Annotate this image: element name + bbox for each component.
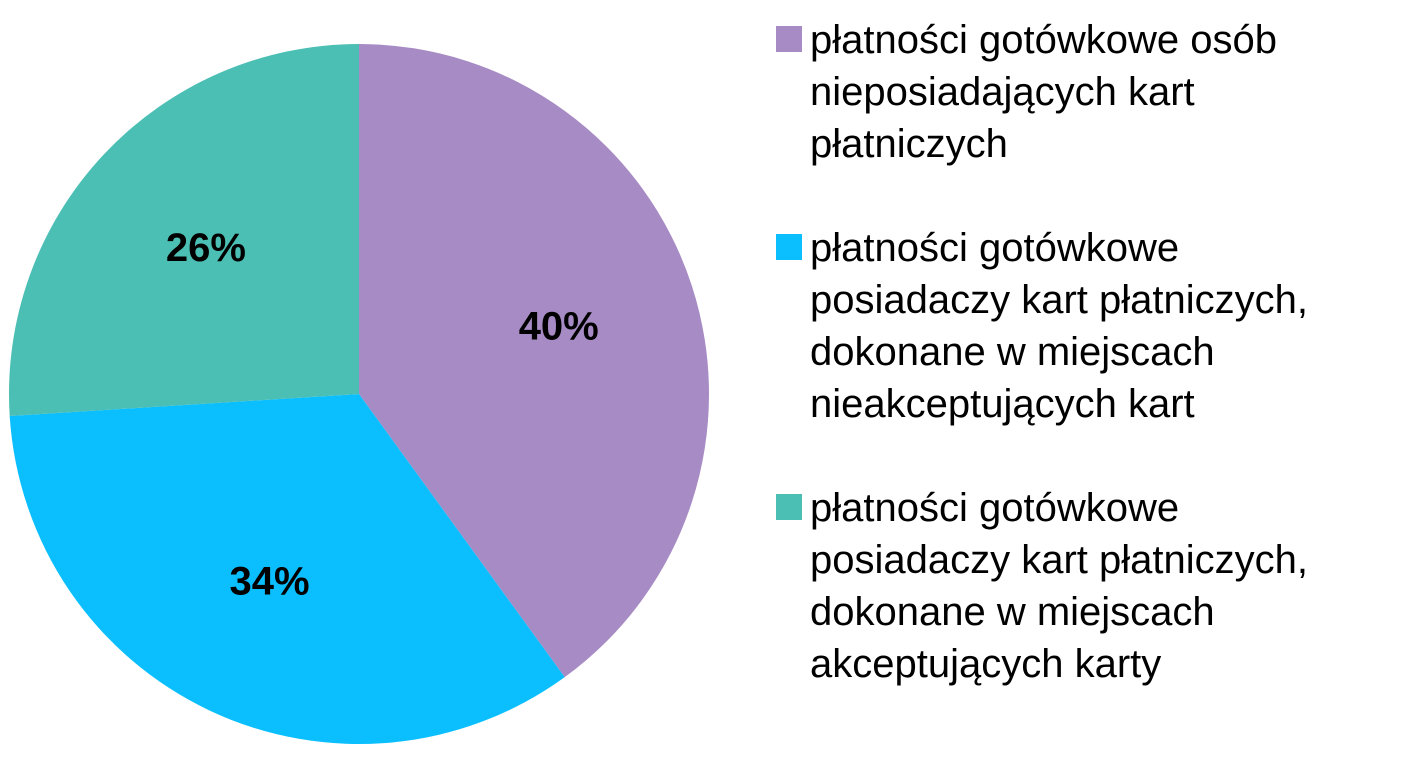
legend-item: płatności gotówkowe posiadaczy kart płat…	[776, 222, 1412, 430]
pie-slice	[8, 44, 359, 416]
legend-label: płatności gotówkowe osób nieposiadającyc…	[810, 18, 1277, 166]
legend-swatch	[776, 494, 802, 520]
legend-item: płatności gotówkowe osób nieposiadającyc…	[776, 14, 1412, 170]
legend-label: płatności gotówkowe posiadaczy kart płat…	[810, 486, 1309, 686]
legend-label: płatności gotówkowe posiadaczy kart płat…	[810, 226, 1309, 426]
legend: płatności gotówkowe osób nieposiadającyc…	[776, 14, 1412, 742]
legend-swatch	[776, 26, 802, 52]
legend-swatch	[776, 234, 802, 260]
legend-item: płatności gotówkowe posiadaczy kart płat…	[776, 482, 1412, 690]
data-label: 34%	[230, 560, 310, 604]
pie: 40% 34% 26%	[8, 44, 709, 745]
data-label: 26%	[166, 226, 246, 270]
data-label: 40%	[519, 305, 599, 349]
pie-slice	[9, 394, 565, 745]
pie-slice	[359, 44, 709, 678]
